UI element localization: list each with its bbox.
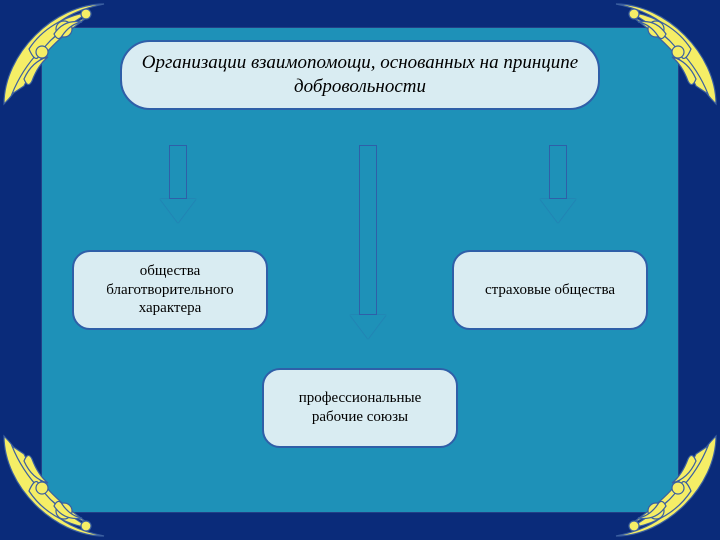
title-text: Организации взаимопомощи, основанных на … (132, 51, 588, 99)
child-node-label: общества благотворительного характера (84, 262, 256, 318)
arrow-1 (350, 145, 386, 339)
child-node-label: профессиональные рабочие союзы (274, 389, 446, 427)
arrow-0 (160, 145, 196, 223)
arrow-2 (540, 145, 576, 223)
child-node-label: страховые общества (485, 281, 615, 300)
title-node: Организации взаимопомощи, основанных на … (120, 40, 600, 110)
child-node-center: профессиональные рабочие союзы (262, 368, 458, 448)
child-node-right: страховые общества (452, 250, 648, 330)
child-node-left: общества благотворительного характера (72, 250, 268, 330)
